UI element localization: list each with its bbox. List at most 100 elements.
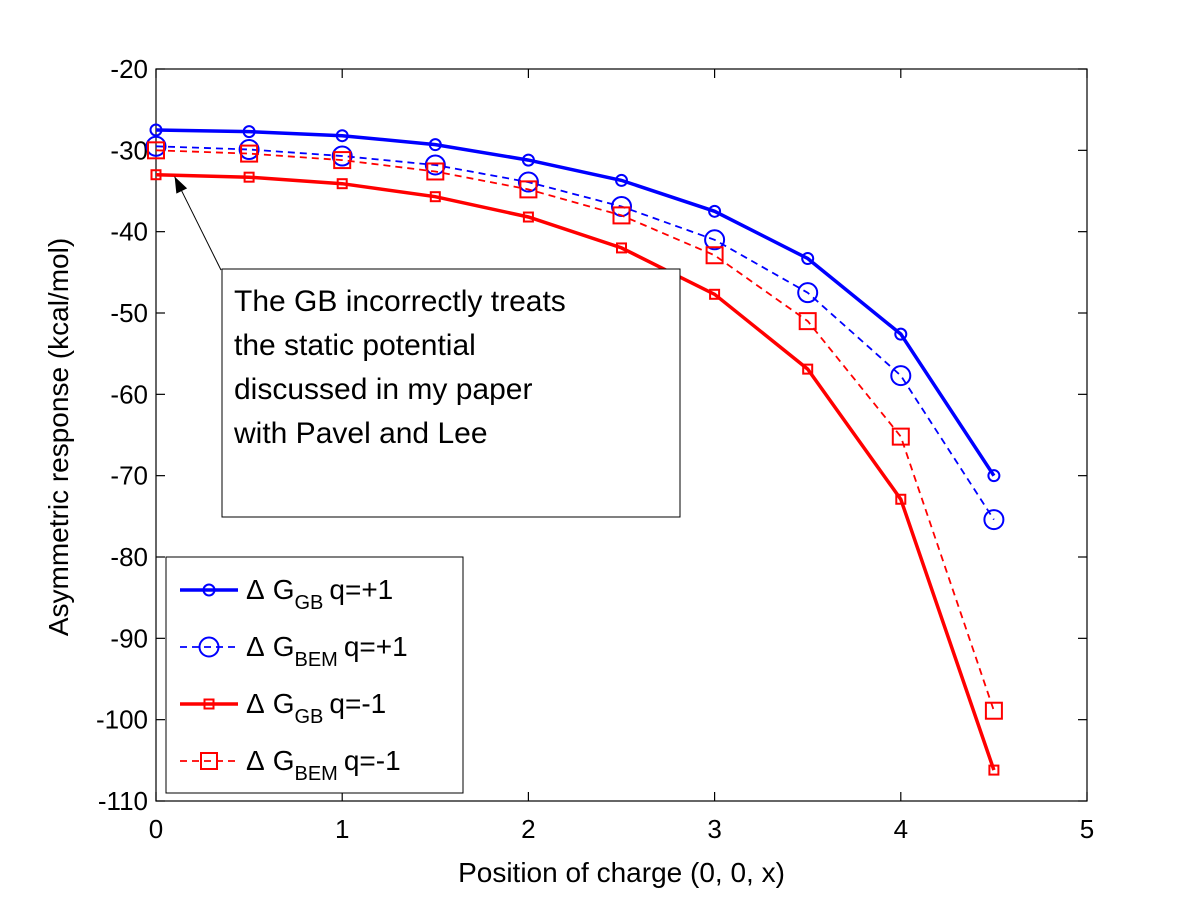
legend-entry: Δ GBEM q=-1 xyxy=(180,745,401,785)
legend-main: G xyxy=(273,574,295,605)
data-point-marker xyxy=(145,135,167,157)
annotation-arrow-head xyxy=(174,176,188,194)
y-axis-title: Asymmetric response (kcal/mol) xyxy=(43,238,74,636)
y-tick-label: -110 xyxy=(98,786,148,816)
legend-main: G xyxy=(273,745,295,776)
data-point-marker xyxy=(331,145,353,167)
plot-area: 0 1 2 3 4 5 -110 -100 -90 -80 -70 -60 -50 -40 -30 -20 xyxy=(96,54,1094,844)
data-point-marker xyxy=(984,701,1003,720)
data-point-marker xyxy=(987,469,1001,483)
series-line xyxy=(155,172,996,771)
data-point-marker xyxy=(798,312,817,331)
data-point-marker xyxy=(983,509,1005,531)
data-point-marker xyxy=(149,123,163,137)
x-axis-title: Position of charge (0, 0, x) xyxy=(458,857,785,888)
legend-symbol: Δ xyxy=(246,574,265,605)
data-point-marker xyxy=(802,363,814,375)
data-point-marker xyxy=(890,365,912,387)
series-layer xyxy=(145,123,1005,776)
legend-tail: q=-1 xyxy=(329,688,386,719)
y-tick-label: -30 xyxy=(110,135,148,165)
legend-symbol: Δ xyxy=(246,688,265,719)
x-tick-label: 5 xyxy=(1080,814,1094,844)
y-tick-label: -50 xyxy=(110,298,148,328)
y-tick-label: -70 xyxy=(110,461,148,491)
legend-label: Δ GBEM q=+1 xyxy=(246,631,408,671)
data-point-marker xyxy=(612,206,631,225)
data-point-marker xyxy=(891,427,910,446)
y-tick-label: -80 xyxy=(110,542,148,572)
data-point-marker xyxy=(200,752,218,770)
series-line xyxy=(155,149,995,711)
legend-entry: Δ GBEM q=+1 xyxy=(180,631,408,671)
data-point-marker xyxy=(517,171,539,193)
data-point-marker xyxy=(240,144,259,163)
data-point-marker xyxy=(238,139,260,161)
annotation-text-line: The GB incorrectly treats xyxy=(234,285,566,318)
legend-entry: Δ GGB q=+1 xyxy=(180,574,393,614)
y-tick-label: -60 xyxy=(110,379,148,409)
x-tick-label: 3 xyxy=(707,814,721,844)
y-tick-label: -20 xyxy=(110,54,148,84)
data-point-marker xyxy=(243,171,255,183)
data-point-marker xyxy=(705,246,724,265)
legend-label: Δ GBEM q=-1 xyxy=(246,745,401,785)
data-point-marker xyxy=(242,125,256,139)
data-point-marker xyxy=(426,162,445,181)
x-tick-label: 0 xyxy=(149,814,163,844)
legend-main: G xyxy=(273,688,295,719)
series-1 xyxy=(149,123,1001,483)
annotation-box xyxy=(221,268,681,518)
legend-subscript: GB xyxy=(294,592,323,614)
legend-symbol: Δ xyxy=(246,745,265,776)
series-2 xyxy=(145,135,1005,531)
data-point-marker xyxy=(424,154,446,176)
data-point-marker xyxy=(615,173,628,187)
data-point-marker xyxy=(522,211,534,223)
legend-label: Δ GGB q=-1 xyxy=(246,688,386,728)
annotation-arrow-line xyxy=(174,176,222,271)
legend-tail: q=+1 xyxy=(329,574,393,605)
legend-subscript: BEM xyxy=(294,649,337,671)
annotation-text-line: discussed in my paper xyxy=(234,373,532,406)
data-point-marker xyxy=(429,191,441,203)
annotation-text-line: the static potential xyxy=(234,329,476,362)
data-point-marker xyxy=(428,138,442,152)
data-point-marker xyxy=(895,493,907,505)
x-tick-label: 4 xyxy=(894,814,908,844)
legend-tail: q=-1 xyxy=(344,745,401,776)
data-point-marker xyxy=(797,282,819,304)
annotation: The GB incorrectly treats the static pote… xyxy=(174,176,681,518)
legend-subscript: BEM xyxy=(294,763,337,785)
x-tick-label: 2 xyxy=(521,814,535,844)
data-point-marker xyxy=(203,698,215,710)
data-point-marker xyxy=(988,764,1000,776)
data-point-marker xyxy=(198,636,220,658)
data-point-marker xyxy=(147,141,165,160)
annotation-text-line: with Pavel and Lee xyxy=(233,417,488,450)
legend-main: G xyxy=(273,631,295,662)
data-point-marker xyxy=(708,204,722,218)
legend-entry: Δ GGB q=-1 xyxy=(180,688,386,728)
y-tick-label: -90 xyxy=(110,623,148,653)
series-line xyxy=(155,128,996,477)
legend-symbol: Δ xyxy=(246,631,265,662)
legend: Δ GGB q=+1Δ GBEM q=+1Δ GGB q=-1Δ GBEM q=-1 xyxy=(165,556,464,794)
data-point-marker xyxy=(616,242,627,254)
data-point-marker xyxy=(704,229,726,251)
data-point-marker xyxy=(894,327,908,341)
data-point-marker xyxy=(521,153,535,167)
series-line xyxy=(155,145,995,521)
axes-box xyxy=(155,68,1088,802)
legend-label: Δ GGB q=+1 xyxy=(246,574,393,614)
legend-tail: q=+1 xyxy=(344,631,408,662)
series-4 xyxy=(147,141,1003,720)
data-point-marker xyxy=(335,129,349,143)
series-3 xyxy=(150,169,1000,776)
y-tick-label: -100 xyxy=(96,705,148,735)
x-tick-label: 1 xyxy=(335,814,349,844)
data-point-marker xyxy=(519,180,538,199)
data-point-marker xyxy=(709,288,721,300)
